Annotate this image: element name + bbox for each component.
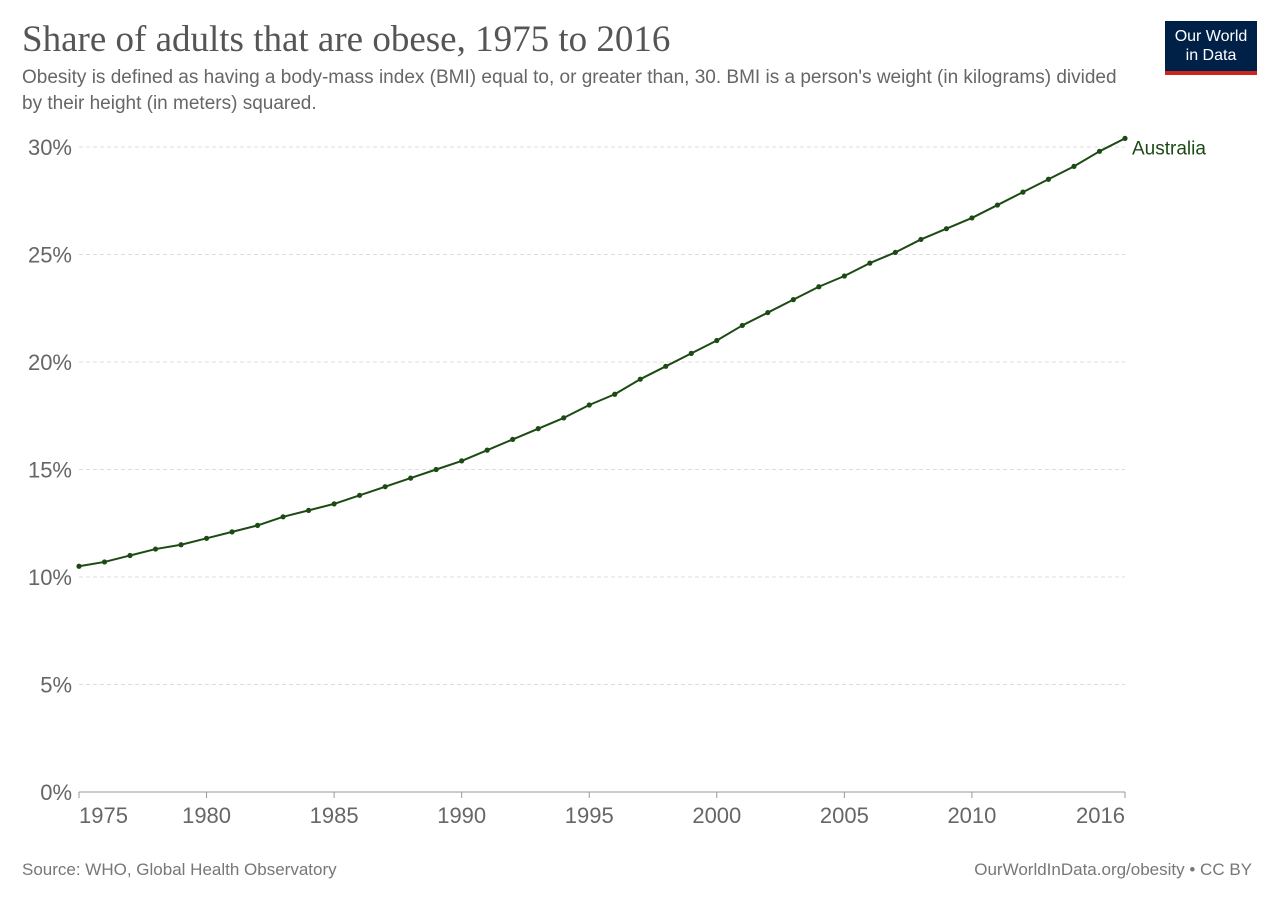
data-point[interactable] <box>459 458 465 464</box>
data-point[interactable] <box>739 322 745 329</box>
data-point[interactable] <box>510 436 516 442</box>
data-point[interactable] <box>408 475 414 481</box>
data-point[interactable] <box>382 484 388 490</box>
data-point[interactable] <box>892 249 898 255</box>
data-point[interactable] <box>203 535 210 541</box>
data-point[interactable] <box>178 542 184 548</box>
data-point[interactable] <box>816 284 822 290</box>
data-point[interactable] <box>637 376 643 382</box>
data-point[interactable] <box>76 563 82 569</box>
data-point[interactable] <box>1045 176 1052 182</box>
y-tick-label: 10% <box>28 565 72 590</box>
data-point[interactable] <box>841 273 847 279</box>
series-line[interactable] <box>78 137 1126 568</box>
logo-line-1: Our World <box>1174 28 1248 45</box>
data-point[interactable] <box>357 492 363 498</box>
data-point[interactable] <box>790 297 796 303</box>
data-point[interactable] <box>714 337 720 344</box>
x-tick-label: 2005 <box>820 803 869 828</box>
chart-title: Share of adults that are obese, 1975 to … <box>22 19 671 60</box>
data-point[interactable] <box>1122 135 1128 141</box>
source-note[interactable]: Source: WHO, Global Health Observatory <box>22 860 337 879</box>
y-tick-label: 30% <box>28 135 72 160</box>
data-point[interactable] <box>280 514 286 520</box>
x-tick-label: 2016 <box>1076 803 1125 828</box>
data-point[interactable] <box>867 260 873 266</box>
x-tick-label: 1995 <box>565 803 614 828</box>
data-point[interactable] <box>535 426 541 432</box>
data-point[interactable] <box>969 215 975 221</box>
x-tick-label: 1980 <box>182 803 231 828</box>
x-tick-label: 1990 <box>437 803 486 828</box>
data-point[interactable] <box>918 236 924 243</box>
license-link[interactable]: OurWorldInData.org/obesity • CC BY <box>974 860 1252 879</box>
data-point[interactable] <box>1020 189 1026 195</box>
x-tick-label: 2000 <box>692 803 741 828</box>
x-tick-label: 2010 <box>947 803 996 828</box>
logo-line-2: in Data <box>1185 47 1237 64</box>
x-tick-label: 1975 <box>79 803 128 828</box>
data-point[interactable] <box>765 309 771 316</box>
data-point[interactable] <box>152 546 159 552</box>
data-point[interactable] <box>561 415 567 421</box>
y-tick-label: 20% <box>28 350 72 375</box>
y-tick-label: 15% <box>28 458 72 483</box>
y-tick-label: 25% <box>28 243 72 268</box>
y-tick-label: 0% <box>40 780 72 805</box>
data-point[interactable] <box>254 522 261 529</box>
data-point[interactable] <box>127 552 133 559</box>
data-point[interactable] <box>688 350 694 356</box>
owid-logo[interactable]: Our World in Data <box>1165 21 1257 75</box>
y-tick-label: 5% <box>40 673 72 698</box>
data-point[interactable] <box>612 391 618 397</box>
series-label[interactable]: Australia <box>1132 138 1206 159</box>
data-point[interactable] <box>943 226 950 232</box>
x-tick-label: 1985 <box>310 803 359 828</box>
data-point[interactable] <box>101 559 108 565</box>
chart-subtitle: Obesity is defined as having a body-mass… <box>22 67 1117 114</box>
data-point[interactable] <box>229 529 235 535</box>
data-point[interactable] <box>331 501 337 507</box>
data-point[interactable] <box>306 507 312 513</box>
data-point[interactable] <box>586 402 592 408</box>
data-point[interactable] <box>433 466 439 473</box>
data-point[interactable] <box>663 363 669 369</box>
data-point[interactable] <box>994 202 1001 208</box>
data-point[interactable] <box>1096 148 1103 154</box>
data-point[interactable] <box>1071 163 1077 169</box>
data-point[interactable] <box>484 447 490 453</box>
